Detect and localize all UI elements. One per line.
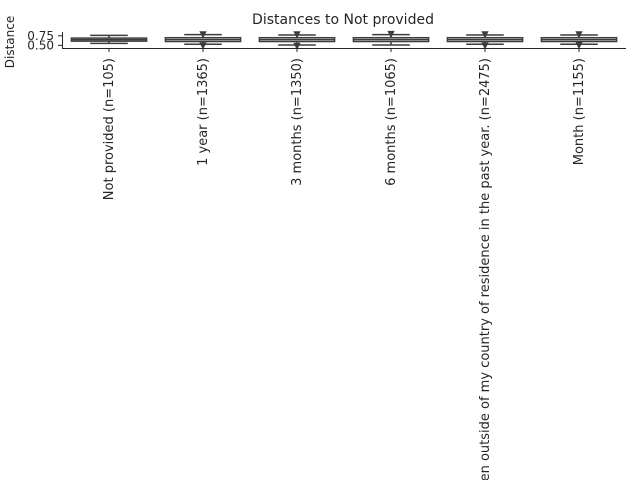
box-2 <box>164 31 242 50</box>
x-axis-tick-labels: Not provided (n=105) 1 year (n=1365) 3 mon… <box>102 48 587 480</box>
x-tick-label: Not provided (n=105) <box>102 58 117 200</box>
x-tick-label: 3 months (n=1350) <box>290 58 305 186</box>
outlier-point <box>293 42 301 50</box>
y-tick-label: 0.50 <box>27 38 54 52</box>
y-tick-label: 0.75 <box>27 29 54 43</box>
box-series <box>70 30 618 50</box>
box-6 <box>540 31 618 50</box>
outlier-point <box>481 31 489 39</box>
box-4 <box>352 30 430 46</box>
box-5 <box>446 31 524 50</box>
x-tick-label: 1 year (n=1365) <box>196 58 211 166</box>
y-axis-ticks: 0.500.75 <box>27 29 62 52</box>
outlier-point <box>575 41 583 50</box>
y-axis-label: Distance <box>3 16 17 68</box>
outlier-point <box>575 31 583 39</box>
outlier-point <box>481 42 489 50</box>
x-tick-label: I have not been outside of my country of… <box>478 58 493 480</box>
box-3 <box>258 31 336 50</box>
x-tick-label: 6 months (n=1065) <box>384 58 399 186</box>
box-1 <box>70 34 148 45</box>
x-tick-label: Month (n=1155) <box>572 58 587 165</box>
outlier-point <box>199 31 207 39</box>
outlier-point <box>387 30 395 39</box>
chart-title: Distances to Not provided <box>252 12 434 28</box>
outlier-point <box>293 31 301 39</box>
outlier-point <box>199 42 207 50</box>
